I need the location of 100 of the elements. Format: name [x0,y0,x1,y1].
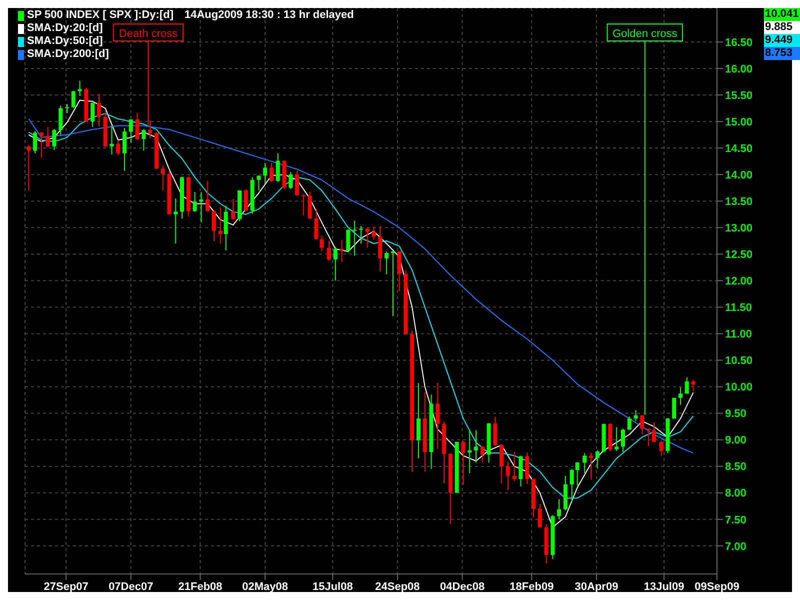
candlestick [390,250,395,317]
candlestick [678,386,682,406]
text: 9.885 [764,21,800,34]
candlestick [652,422,656,442]
y-tick-label: 7.00 [725,540,746,553]
candlestick [397,250,402,292]
y-tick-label: 7.50 [725,514,746,526]
candlestick [570,468,574,502]
candlestick [263,162,268,184]
candlestick [174,198,178,244]
candlestick [634,410,638,422]
candlestick [327,240,332,261]
candlestick [58,105,63,136]
candlestick [295,170,300,196]
legend-label: SMA:Dy:20:[d] [27,22,103,35]
y-tick-label: 13.50 [725,196,753,208]
candlestick [358,226,363,244]
y-tick-label: 11.50 [725,302,752,314]
candlestick [468,429,472,474]
candlestick [627,416,632,430]
x-tick-label: 02May08 [242,580,288,593]
candlestick [160,165,165,191]
candlestick [538,503,542,528]
y-tick-label: 11.00 [725,328,752,341]
y-tick-label: 16.00 [725,63,753,76]
candlestick [33,130,38,154]
text: 10.041 [764,8,800,21]
y-tick-label: 9.00 [725,434,746,447]
candlestick [646,428,651,447]
candlestick [308,191,312,220]
candlestick [256,175,261,191]
candlestick [96,93,101,127]
candlestick [199,192,204,223]
candlestick [320,235,324,252]
candlestick [691,379,696,392]
candlestick [301,194,306,216]
y-tick-label: 8.50 [725,461,746,474]
chart-subtitle: 14Aug2009 18:30 : 13 hr delayed [184,9,354,22]
candlestick [416,382,420,459]
y-tick-label: 10.50 [725,355,753,368]
candlestick [506,462,510,491]
candlestick [26,144,31,191]
text: 8.753 [764,47,800,60]
x-tick-label: 24Sep08 [375,580,420,593]
candlestick [276,152,280,182]
y-tick-label: 8.00 [725,488,746,500]
y-tick-label: 13.00 [725,222,753,235]
y-tick-label: 15.00 [725,116,753,128]
candlestick [620,428,625,452]
candlestick [500,444,504,484]
legend-label: SMA:Dy:200:[d] [27,48,109,61]
candlestick [288,171,293,190]
x-tick-label: 13Jul09 [644,580,684,593]
x-tick-label: 07Dec07 [108,580,154,593]
candlestick [365,227,370,248]
candlestick [493,416,498,447]
y-tick-label: 10.00 [725,382,753,394]
annotation: Golden cross [612,28,678,40]
candlestick [231,198,236,220]
candlestick [135,112,140,141]
candlestick [46,126,50,148]
candlestick [333,246,338,282]
candlestick [589,452,594,480]
x-tick-label: 15Jul08 [312,580,353,593]
candlestick [71,90,76,109]
x-tick-label: 21Feb08 [178,580,222,593]
candlestick [557,498,562,520]
candlestick [340,239,344,263]
candlestick [78,80,82,97]
candlestick [110,125,114,155]
text: 9.449 [764,34,800,47]
y-tick-label: 14.00 [725,169,753,182]
x-tick-label: 09Sep09 [694,580,740,593]
candlestick [614,426,619,452]
y-tick-label: 16.50 [725,36,753,49]
candlestick [116,140,120,156]
candlestick [684,376,689,394]
candlestick [582,452,587,474]
candlestick [142,128,146,152]
candlestick [372,226,376,240]
candlestick [659,440,664,457]
chart-title: SP 500 INDEX [ SPX ]:Dy:[d] [27,9,174,22]
candlestick [474,430,478,464]
candlestick [525,452,530,484]
candlestick [346,229,350,254]
candlestick [512,451,516,482]
candlestick [640,414,644,435]
candlestick [224,205,228,251]
annotation: Death cross [118,28,178,40]
candlestick [352,220,357,256]
y-tick-label: 12.50 [725,249,753,262]
y-tick-label: 12.00 [725,276,753,288]
candlestick [128,118,133,144]
candlestick [436,382,440,450]
x-tick-label: 27Sep07 [44,580,88,593]
y-tick-label: 15.50 [725,90,753,102]
candlestick [122,127,127,172]
candlestick [39,132,44,158]
candlestick [206,180,210,212]
candlestick [64,104,69,114]
